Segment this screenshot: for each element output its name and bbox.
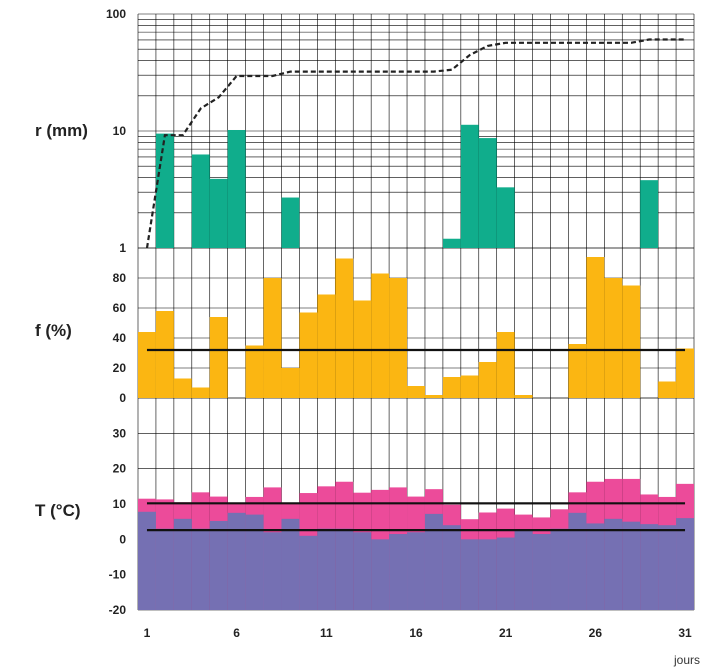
tmin-bar bbox=[317, 529, 335, 610]
tmin-bar bbox=[443, 525, 461, 610]
humidity-bar bbox=[676, 349, 694, 399]
x-tick: 26 bbox=[589, 626, 603, 640]
tmin-bar bbox=[371, 539, 389, 610]
humidity-bar bbox=[299, 313, 317, 399]
x-tick: 16 bbox=[409, 626, 423, 640]
humidity-bar bbox=[210, 317, 228, 398]
humidity-bar bbox=[156, 311, 174, 398]
tmin-bar bbox=[138, 512, 156, 610]
humidity-bar bbox=[479, 362, 497, 398]
y-tick-f: 40 bbox=[113, 331, 127, 345]
humidity-bar bbox=[658, 382, 676, 399]
y-tick-r: 100 bbox=[106, 7, 126, 21]
humidity-bar bbox=[515, 395, 533, 398]
x-tick: 6 bbox=[233, 626, 240, 640]
humidity-bar bbox=[371, 274, 389, 399]
rain-bar bbox=[281, 198, 299, 248]
y-tick-t: 0 bbox=[119, 532, 126, 546]
humidity-bar bbox=[586, 257, 604, 398]
tmin-bar bbox=[640, 524, 658, 610]
y-tick-f: 20 bbox=[113, 361, 127, 375]
tmin-bar bbox=[479, 539, 497, 610]
humidity-bar bbox=[317, 295, 335, 399]
y-tick-t: -10 bbox=[109, 568, 127, 582]
y-tick-t: -20 bbox=[109, 603, 127, 617]
humidity-bar bbox=[497, 332, 515, 398]
y-tick-r: 10 bbox=[113, 124, 127, 138]
rain-bar bbox=[192, 154, 210, 248]
humidity-bar bbox=[264, 278, 282, 398]
rain-bar bbox=[479, 138, 497, 248]
tmin-bar bbox=[246, 515, 264, 610]
rain-bar bbox=[461, 125, 479, 248]
panel-label-humidity: f (%) bbox=[35, 321, 72, 340]
rain-bar bbox=[443, 239, 461, 248]
tmin-bar bbox=[156, 529, 174, 610]
tmin-bar bbox=[174, 519, 192, 610]
tmin-bar bbox=[604, 519, 622, 610]
tmin-bar bbox=[568, 513, 586, 610]
humidity-bar bbox=[281, 368, 299, 398]
tmin-bar bbox=[533, 534, 551, 610]
tmin-bar bbox=[676, 518, 694, 610]
tmin-bar bbox=[353, 532, 371, 610]
bars-layer bbox=[138, 125, 694, 610]
tmin-bar bbox=[658, 525, 676, 610]
tmin-bar bbox=[281, 519, 299, 610]
rain-bar bbox=[497, 187, 515, 248]
humidity-bar bbox=[138, 332, 156, 398]
humidity-bar bbox=[425, 395, 443, 398]
humidity-bar bbox=[174, 379, 192, 399]
humidity-bar bbox=[461, 376, 479, 399]
rain-bar bbox=[228, 130, 246, 248]
humidity-bar bbox=[443, 377, 461, 398]
humidity-bar bbox=[335, 259, 353, 399]
rain-bar bbox=[210, 179, 228, 248]
tmin-bar bbox=[299, 536, 317, 610]
tmin-bar bbox=[497, 538, 515, 610]
tmin-bar bbox=[264, 532, 282, 610]
y-tick-f: 80 bbox=[113, 271, 127, 285]
tmin-bar bbox=[551, 529, 569, 610]
humidity-bar bbox=[604, 278, 622, 398]
tmin-bar bbox=[210, 521, 228, 610]
humidity-bar bbox=[622, 286, 640, 399]
humidity-bar bbox=[192, 388, 210, 399]
x-tick: 21 bbox=[499, 626, 513, 640]
tmin-bar bbox=[192, 529, 210, 610]
tmin-bar bbox=[622, 522, 640, 610]
y-tick-f: 0 bbox=[119, 391, 126, 405]
tmin-bar bbox=[461, 539, 479, 610]
panel-label-temperature: T (°C) bbox=[35, 501, 81, 520]
humidity-bar bbox=[568, 344, 586, 398]
x-tick: 1 bbox=[144, 626, 151, 640]
tmin-bar bbox=[335, 529, 353, 610]
tmin-bar bbox=[425, 514, 443, 610]
humidity-bar bbox=[246, 346, 264, 399]
y-tick-t: 20 bbox=[113, 462, 127, 476]
tmin-bar bbox=[389, 534, 407, 610]
y-tick-r: 1 bbox=[119, 241, 126, 255]
humidity-bar bbox=[389, 278, 407, 398]
tmin-bar bbox=[407, 532, 425, 610]
rain-bar bbox=[156, 134, 174, 248]
panel-label-rain: r (mm) bbox=[35, 121, 88, 140]
x-axis-label: jours bbox=[673, 653, 700, 667]
y-tick-t: 10 bbox=[113, 497, 127, 511]
y-tick-f: 60 bbox=[113, 301, 127, 315]
tmin-bar bbox=[515, 531, 533, 611]
x-tick: 31 bbox=[678, 626, 692, 640]
tmin-bar bbox=[586, 523, 604, 610]
y-tick-t: 30 bbox=[113, 426, 127, 440]
rain-bar bbox=[640, 180, 658, 248]
humidity-bar bbox=[407, 386, 425, 398]
tmin-bar bbox=[228, 513, 246, 610]
x-tick: 11 bbox=[320, 626, 333, 640]
